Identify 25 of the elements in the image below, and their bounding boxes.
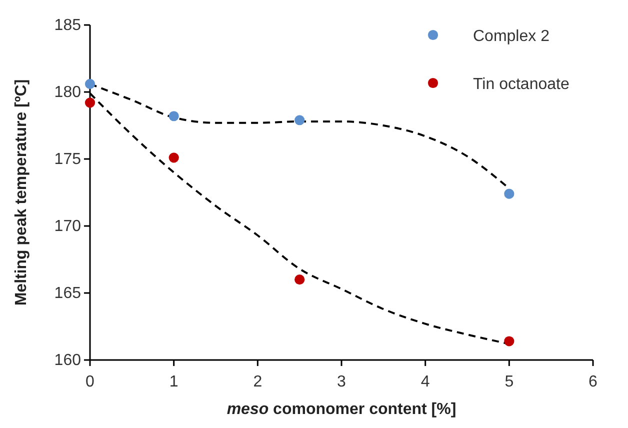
legend-label: Complex 2 [473,28,550,45]
x-tick-label: 2 [253,374,262,391]
y-tick-label: 165 [54,285,82,302]
point [294,115,305,126]
x-axis-title: meso comonomer content [%] [226,401,456,418]
point [294,274,305,285]
legend-label: Tin octanoate [473,76,570,93]
y-tick-label: 180 [54,84,82,102]
x-tick-label: 0 [86,374,95,391]
point [168,152,179,163]
x-tick-label: 4 [420,374,430,391]
x-tick-label: 6 [588,374,598,391]
point [168,111,179,122]
y-tick-label: 160 [54,352,82,370]
y-tick-label: 185 [54,17,82,34]
point [504,188,514,199]
point [84,98,96,108]
point [504,336,514,346]
point [84,78,96,89]
x-tick-label: 1 [169,374,178,391]
y-axis-title: Melting peak temperature [ºC] [13,79,30,306]
x-tick-label: 5 [504,374,514,391]
y-tick-label: 170 [54,218,82,236]
x-tick-label: 3 [337,374,346,391]
y-tick-label: 175 [54,151,82,168]
